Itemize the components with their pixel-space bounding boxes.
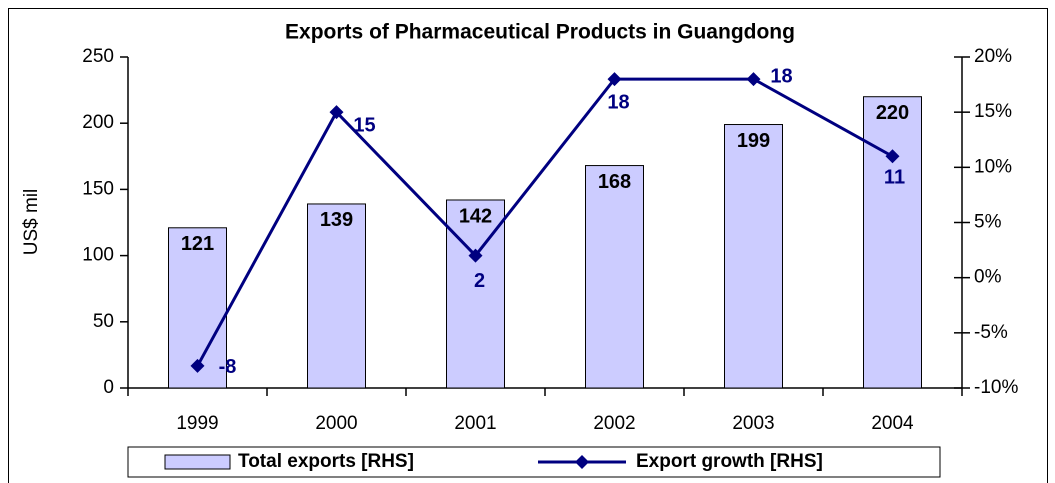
legend-box — [127, 446, 941, 478]
y-tick-label: 0 — [103, 377, 114, 398]
y2-tick-label: -5% — [974, 322, 1008, 343]
y2-tick-label: -10% — [974, 377, 1018, 398]
line-label: 18 — [770, 65, 792, 87]
legend-label: Total exports [RHS] — [238, 451, 414, 472]
line-marker — [746, 72, 761, 87]
bar-label: 220 — [876, 102, 909, 124]
legend-swatch — [164, 454, 231, 470]
y-tick-label: 200 — [82, 112, 114, 133]
bar-label: 168 — [598, 171, 631, 193]
legend-marker — [575, 455, 589, 469]
bar-label: 121 — [181, 233, 214, 255]
legend-label: Export growth [RHS] — [636, 451, 823, 472]
x-tick-label: 2001 — [454, 413, 496, 434]
x-tick-label: 2000 — [315, 413, 357, 434]
line-label: 18 — [607, 91, 629, 113]
bar-label: 142 — [459, 205, 492, 227]
x-tick-label: 2003 — [732, 413, 774, 434]
y2-tick-label: 0% — [974, 267, 1002, 288]
y2-tick-label: 10% — [974, 156, 1012, 177]
x-tick-label: 2004 — [871, 413, 914, 434]
line — [196, 77, 894, 367]
y2-tick-label: 15% — [974, 101, 1012, 122]
y-tick-label: 250 — [82, 46, 114, 67]
line-label: 2 — [474, 270, 485, 292]
bar — [724, 124, 783, 389]
y2-tick-label: 20% — [974, 46, 1012, 67]
y2-tick-label: 5% — [974, 212, 1002, 233]
bar-label: 139 — [320, 209, 353, 231]
line-marker — [607, 72, 622, 87]
line-marker — [329, 105, 344, 120]
line-marker — [190, 358, 205, 373]
y-tick-label: 100 — [82, 245, 114, 266]
chart-title: Exports of Pharmaceutical Products in Gu… — [285, 21, 795, 44]
bar — [863, 96, 922, 389]
x-tick-label: 2002 — [593, 413, 635, 434]
line-marker — [885, 149, 900, 164]
bar-label: 199 — [737, 130, 770, 152]
line-marker — [468, 248, 483, 263]
y-axis-label: US$ mil — [21, 189, 42, 256]
x-tick-label: 1999 — [176, 413, 218, 434]
line-label: 11 — [884, 167, 905, 189]
bar — [585, 165, 644, 389]
y-tick-label: 150 — [82, 178, 114, 199]
line-label: 15 — [353, 114, 375, 136]
y-tick-label: 50 — [93, 311, 114, 332]
line-label: -8 — [219, 356, 237, 378]
bar — [307, 203, 366, 389]
